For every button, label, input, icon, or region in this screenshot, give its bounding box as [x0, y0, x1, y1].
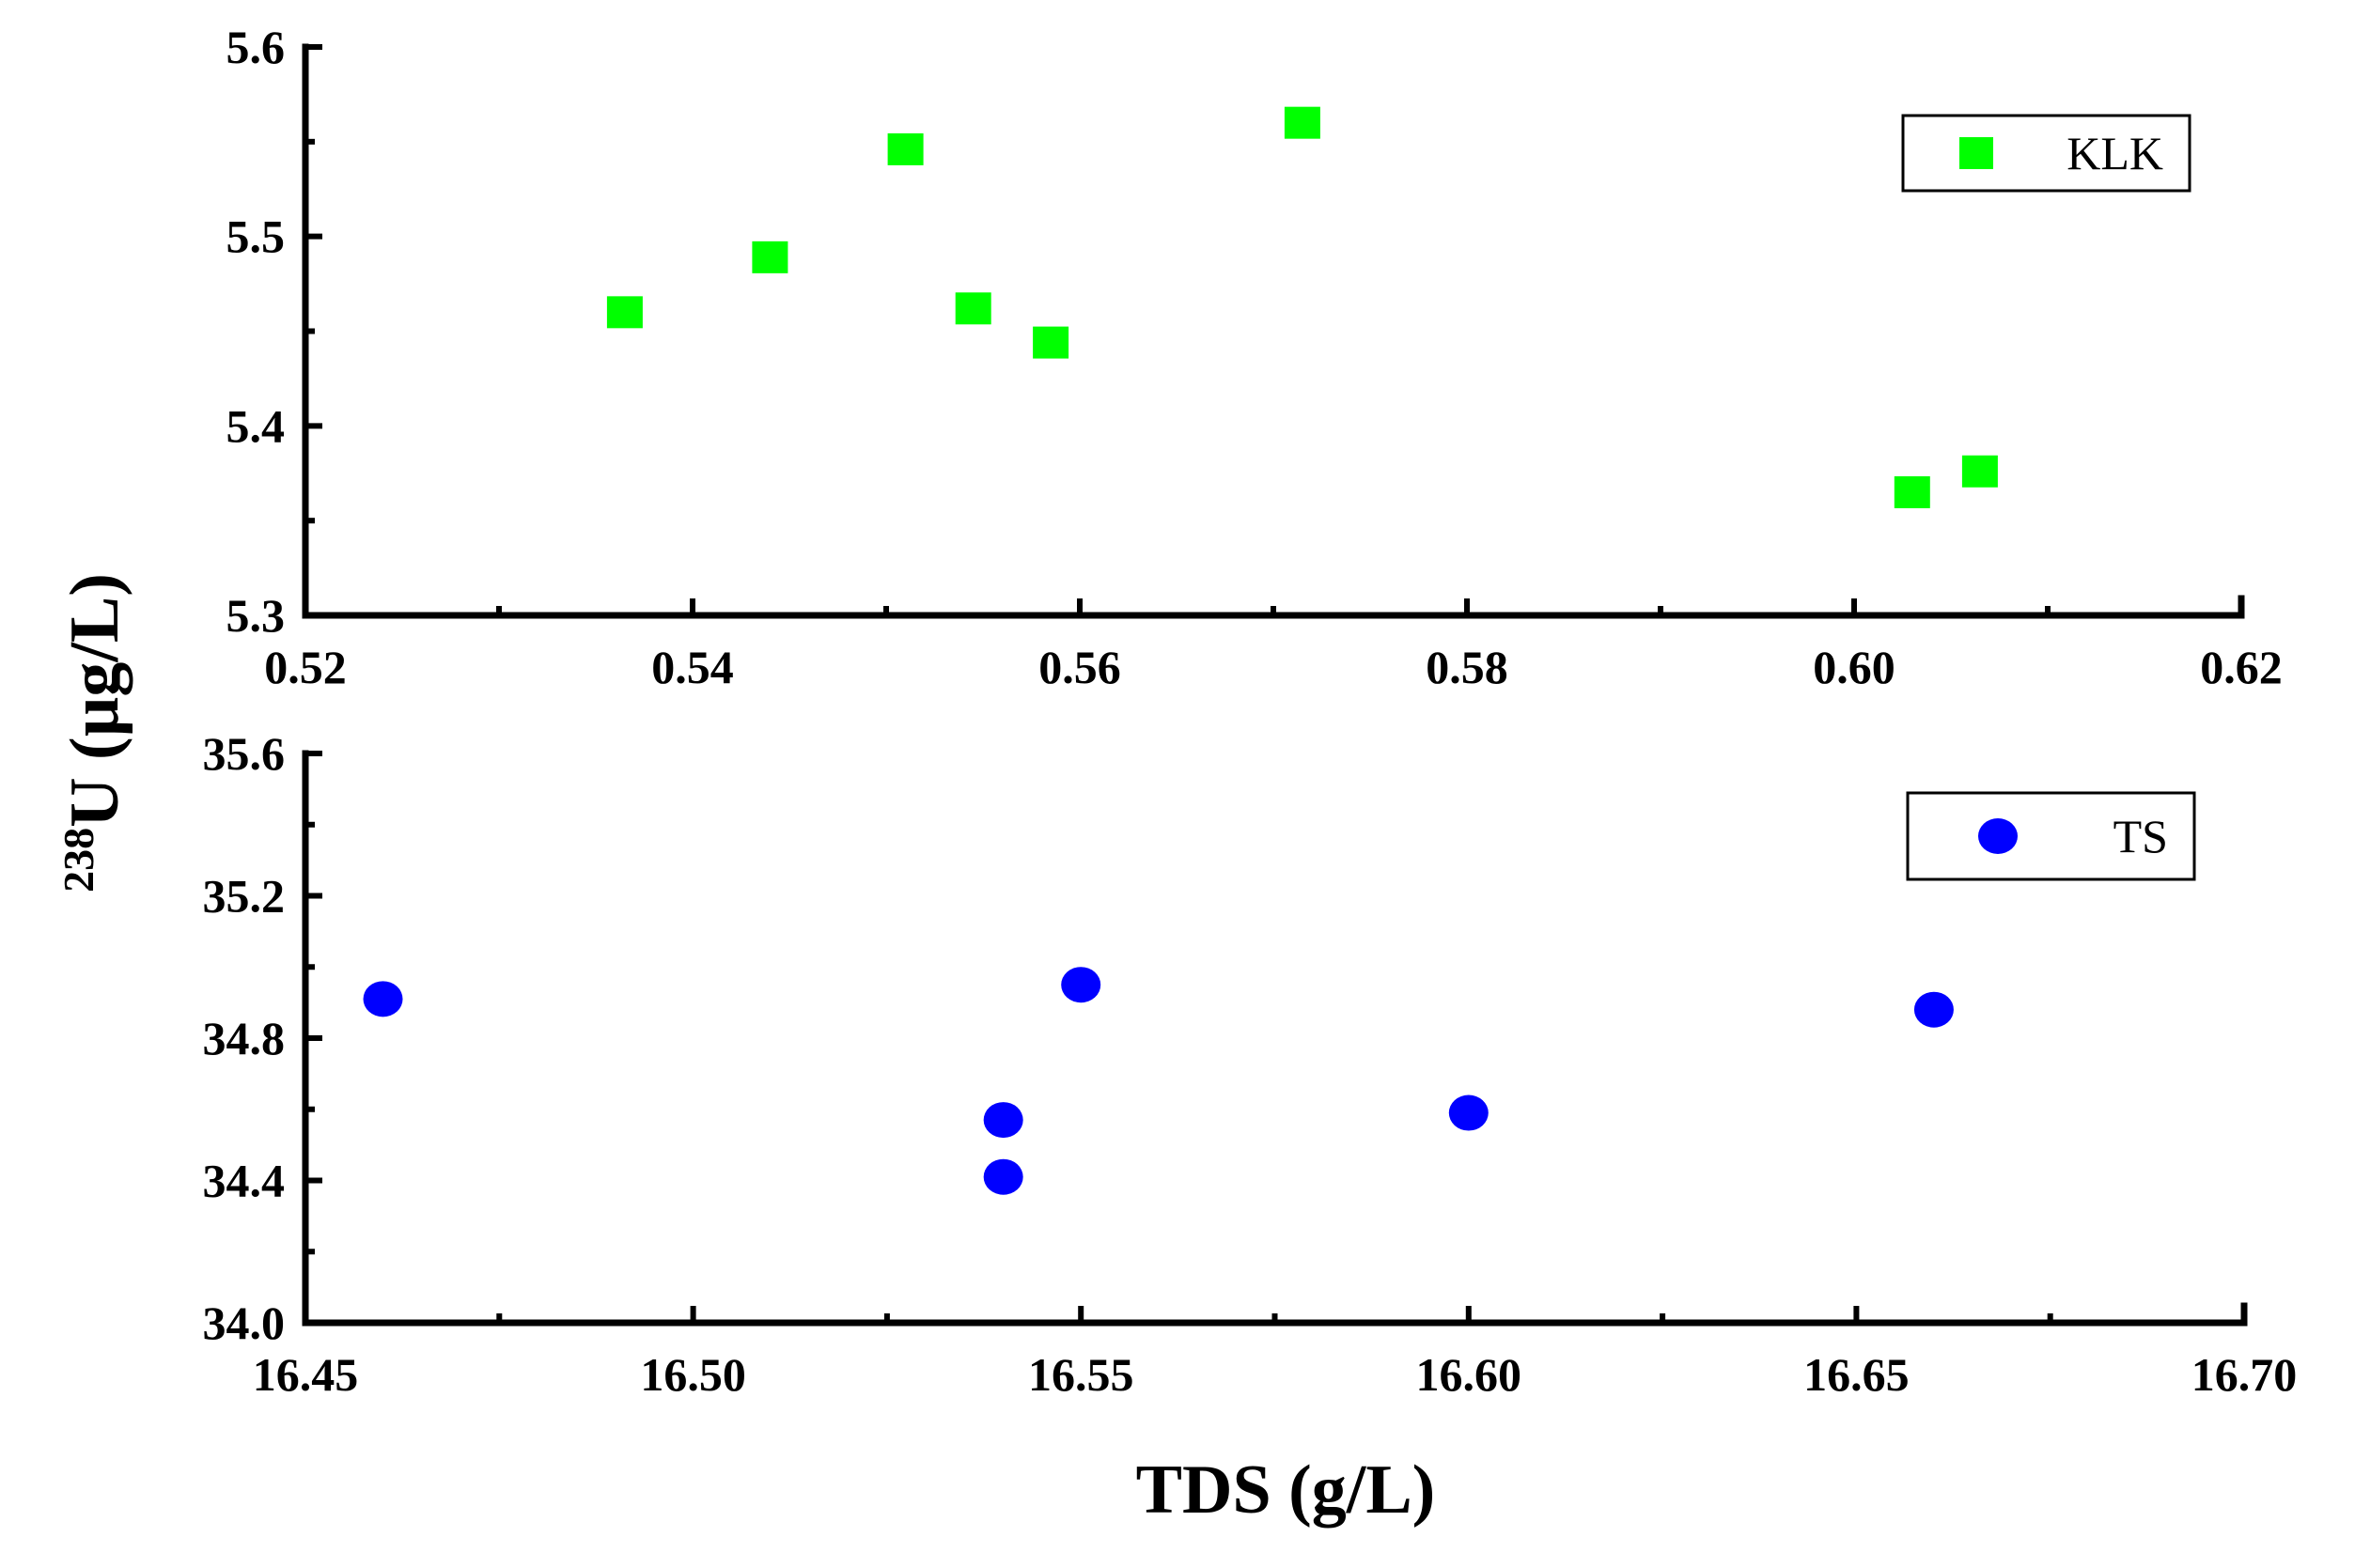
- y-axis-title-main: U (µg/L): [56, 573, 133, 828]
- ts-x-tick-label: 16.70: [2191, 1348, 2298, 1401]
- ts-y-tick-label: 35.2: [203, 870, 286, 923]
- ts-x-tick-label: 16.60: [1416, 1348, 1522, 1401]
- klk-legend-label: KLK: [2066, 127, 2163, 179]
- klk-legend: [1901, 114, 2191, 193]
- ts-panel: 16.45 16.50 16.55 16.60 16.65 16.70 34.0 34.4 34…: [203, 727, 2298, 1401]
- klk-x-tick-label: 0.52: [264, 641, 347, 693]
- ts-data-point: [1913, 991, 1954, 1028]
- ts-data-point: [363, 981, 403, 1017]
- klk-x-tick-label: 0.58: [1426, 641, 1508, 693]
- ts-x-tick-label: 16.50: [640, 1348, 746, 1401]
- klk-y-tick-label: 5.6: [226, 21, 286, 73]
- klk-x-tick-label: 0.56: [1038, 641, 1121, 693]
- klk-x-tick-label: 0.62: [2200, 641, 2283, 693]
- klk-x-tick-label: 0.60: [1813, 641, 1895, 693]
- ts-legend: [1906, 791, 2196, 881]
- klk-panel: 0.52 0.54 0.56 0.58 0.60 0.62 5.3 5.4 5.5 5.6 KLK: [226, 21, 2283, 693]
- ts-data-point: [983, 1102, 1023, 1139]
- klk-y-tick-label: 5.4: [226, 399, 286, 452]
- y-axis-title: 238U (µg/L): [55, 573, 133, 893]
- x-axis-title: TDS (g/L): [1136, 1452, 1436, 1529]
- klk-y-tick-label: 5.3: [226, 589, 286, 642]
- ts-y-tick-label: 35.6: [203, 727, 286, 780]
- ts-y-tick-label: 34.4: [203, 1155, 286, 1207]
- klk-data-point: [1894, 475, 1930, 508]
- y-axis-title-superscript: 238: [55, 828, 102, 893]
- klk-data-point: [752, 241, 788, 273]
- ts-y-tick-label: 34.0: [203, 1296, 286, 1349]
- ts-x-tick-label: 16.55: [1028, 1348, 1134, 1401]
- ts-x-tick-label: 16.45: [253, 1348, 359, 1401]
- ts-legend-label: TS: [2113, 810, 2168, 862]
- ts-legend-marker: [1978, 818, 2018, 854]
- klk-data-point: [1961, 455, 1998, 488]
- klk-data-point: [1284, 106, 1320, 139]
- klk-data-point: [887, 132, 924, 165]
- klk-y-tick-label: 5.5: [226, 210, 286, 263]
- klk-data-point: [606, 296, 643, 329]
- ts-x-tick-label: 16.65: [1803, 1348, 1910, 1401]
- ts-data-point: [983, 1158, 1023, 1195]
- klk-x-tick-label: 0.54: [651, 641, 734, 693]
- ts-data-point: [1061, 967, 1101, 1003]
- klk-data-point: [1033, 326, 1069, 359]
- ts-y-tick-label: 34.8: [203, 1012, 286, 1064]
- klk-data-point: [955, 292, 991, 325]
- klk-legend-marker: [1959, 137, 1993, 169]
- ts-data-point: [1448, 1094, 1489, 1131]
